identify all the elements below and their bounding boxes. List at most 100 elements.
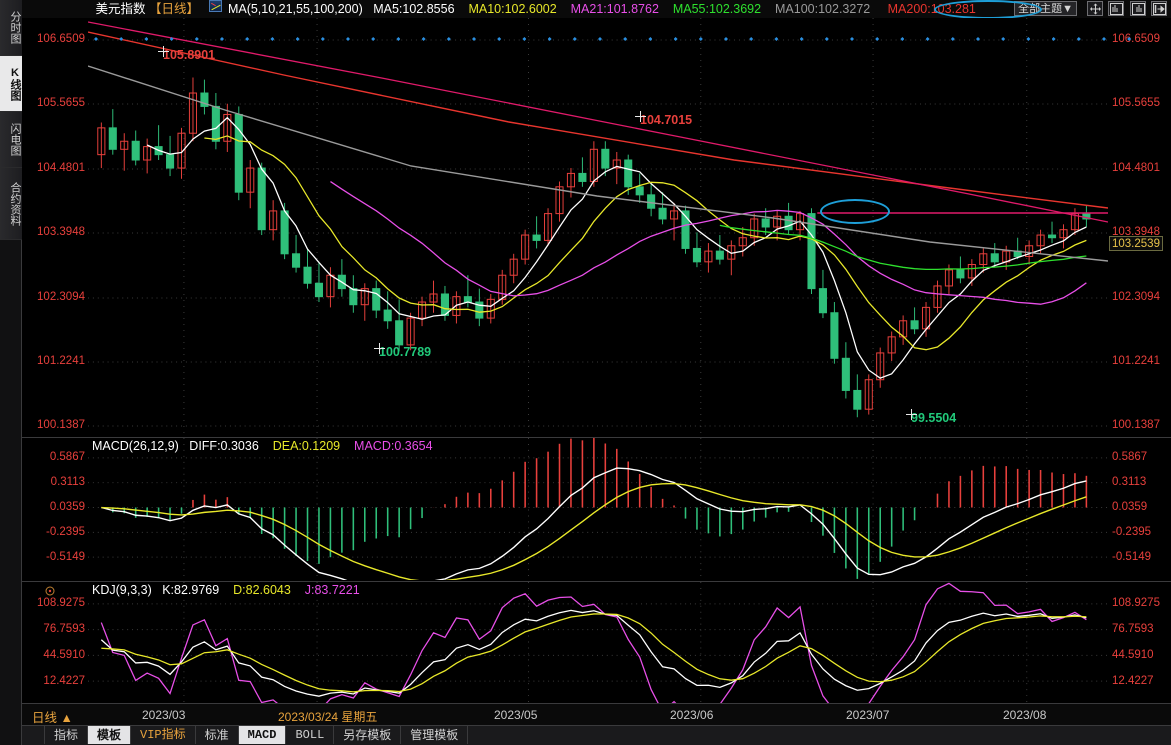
price-tick-right: 100.1387 — [1112, 419, 1160, 431]
toolbar-item-5[interactable]: MACD — [238, 726, 287, 744]
kdj-tick-left: 76.7593 — [43, 623, 85, 635]
swing-price-label: 105.8901 — [163, 48, 216, 62]
bar-marker-diamond — [396, 37, 401, 41]
price-tick-left: 105.5655 — [37, 97, 85, 109]
date-tick: 2023/08 — [1003, 708, 1047, 722]
bar-marker-row — [88, 37, 1132, 43]
kdj-tick-left: 44.5910 — [43, 649, 85, 661]
bar-marker-diamond — [522, 37, 527, 41]
macd-plot[interactable] — [88, 438, 1108, 580]
kdj-tick-left: 12.4227 — [43, 675, 85, 687]
kdj-axis-left: 108.9275 76.7593 44.5910 12.4227 — [22, 582, 88, 703]
swing-marker-crosshair — [158, 46, 169, 57]
period-selector-button[interactable]: 日线 ▲ — [32, 711, 73, 725]
price-tick-right: 106.6509 — [1112, 33, 1160, 45]
bar-marker-diamond — [648, 37, 653, 41]
price-tick-right: 105.5655 — [1112, 97, 1160, 109]
left-tab-rail: 分时图 K线图 闪电图 合约资料 — [0, 0, 22, 745]
kdj-j-value: J:83.7221 — [304, 583, 360, 597]
bar-marker-diamond — [346, 37, 350, 41]
price-tick-left: 100.1387 — [37, 419, 85, 431]
macd-tick-right: -0.2395 — [1112, 526, 1152, 538]
swing-price-label: 99.5504 — [911, 411, 957, 425]
bar-marker-diamond — [169, 37, 174, 41]
price-tick-left: 102.3094 — [37, 291, 85, 303]
macd-tick-right: 0.0359 — [1112, 501, 1148, 513]
macd-axis-left: 0.5867 0.3113 0.0359 -0.2395 -0.5149 — [22, 438, 88, 580]
theme-dropdown-button[interactable]: 全部主题▼ — [1014, 1, 1078, 16]
bar-marker-diamond — [1026, 37, 1031, 41]
fit-right-icon[interactable] — [1129, 1, 1146, 16]
date-tick: 2023/06 — [670, 708, 714, 722]
bar-marker-diamond — [724, 37, 728, 41]
sidebar-item-lightning-chart[interactable]: 闪电图 — [0, 112, 22, 168]
toolbar-item-3[interactable]: VIP指标 — [131, 726, 196, 744]
kdj-name: KDJ(9,3,3) — [92, 583, 152, 597]
bar-marker-diamond — [94, 37, 98, 41]
price-plot[interactable] — [88, 18, 1108, 436]
bar-marker-diamond — [900, 37, 905, 41]
date-tick: 2023/03/24 星期五 — [278, 710, 378, 724]
bar-marker-diamond — [976, 37, 980, 41]
bar-marker-diamond — [1102, 37, 1106, 41]
bar-marker-diamond — [547, 37, 552, 41]
bar-marker-diamond — [245, 37, 250, 41]
sidebar-item-timeshare-chart[interactable]: 分时图 — [0, 0, 22, 56]
bar-marker-diamond — [598, 37, 602, 41]
bar-marker-diamond — [1051, 37, 1056, 41]
price-tick-left: 104.4801 — [37, 162, 85, 174]
bar-marker-diamond — [497, 37, 502, 41]
ma-params-label: MA(5,10,21,55,100,200) — [227, 2, 363, 16]
kdj-tick-right: 108.9275 — [1112, 597, 1160, 609]
bar-marker-diamond — [295, 37, 300, 41]
indicator-chart-icon[interactable] — [209, 0, 223, 12]
price-tick-right: 103.3948 — [1112, 226, 1160, 238]
bar-marker-diamond — [472, 37, 476, 41]
symbol-name[interactable]: 美元指数 — [95, 2, 146, 16]
date-tick: 2023/03 — [142, 708, 186, 722]
macd-tick-left: -0.5149 — [45, 551, 85, 563]
ma21-value: MA21:101.8762 — [570, 2, 659, 16]
macd-tick-right: 0.3113 — [1112, 476, 1147, 488]
kdj-plot[interactable] — [88, 582, 1108, 703]
macd-tick-left: 0.3113 — [50, 476, 85, 488]
bar-marker-diamond — [144, 37, 149, 41]
crosshair-move-icon[interactable] — [1086, 1, 1103, 16]
toolbar-item-6[interactable]: BOLL — [286, 726, 335, 744]
swing-marker-crosshair — [906, 409, 917, 420]
toolbar-item-1[interactable]: 指标 — [44, 726, 89, 744]
bar-marker-diamond — [799, 37, 804, 41]
swing-marker-crosshair — [635, 111, 646, 122]
fit-left-icon[interactable] — [1108, 1, 1125, 16]
bar-marker-diamond — [824, 37, 829, 41]
date-axis: 日线 ▲ 2023/03 2023/03/24 星期五 2023/05 2023/06… — [22, 703, 1171, 725]
price-tick-right: 104.4801 — [1112, 162, 1160, 174]
kdj-tick-right: 12.4227 — [1112, 675, 1154, 687]
bar-marker-diamond — [1001, 37, 1006, 41]
kdj-expand-icon[interactable] — [44, 584, 56, 596]
kdj-d-value: D:82.6043 — [233, 583, 291, 597]
toolbar-item-2[interactable]: 模板 — [88, 726, 132, 744]
kdj-tick-right: 44.5910 — [1112, 649, 1154, 661]
sidebar-item-kline-chart[interactable]: K线图 — [0, 56, 22, 112]
expand-right-icon[interactable] — [1151, 1, 1167, 16]
bar-marker-diamond — [673, 37, 678, 41]
ma55-value: MA55:102.3692 — [672, 2, 762, 16]
bar-marker-diamond — [925, 37, 930, 41]
swing-marker-crosshair — [374, 343, 385, 354]
macd-tick-left: 0.0359 — [49, 501, 85, 513]
toolbar-item-7[interactable]: 另存模板 — [334, 726, 402, 744]
price-tick-right: 101.2241 — [1112, 355, 1160, 367]
bar-marker-diamond — [850, 37, 854, 41]
toolbar-item-4[interactable]: 标准 — [196, 726, 239, 744]
sidebar-item-contract-info[interactable]: 合约资料 — [0, 168, 22, 240]
bar-marker-diamond — [320, 37, 325, 41]
date-tick: 2023/05 — [494, 708, 538, 722]
kdj-title: KDJ(9,3,3) K:82.9769 D:82.6043 J:83.7221 — [92, 583, 360, 597]
macd-pane: MACD(26,12,9) DIFF:0.3036 DEA:0.1209 MAC… — [22, 437, 1171, 580]
bar-marker-diamond — [875, 37, 880, 41]
toolbar-item-8[interactable]: 管理模板 — [401, 726, 469, 744]
period-label: 【日线】 — [148, 2, 199, 16]
bar-marker-diamond — [950, 37, 955, 41]
macd-tick-right: -0.5149 — [1112, 551, 1152, 563]
